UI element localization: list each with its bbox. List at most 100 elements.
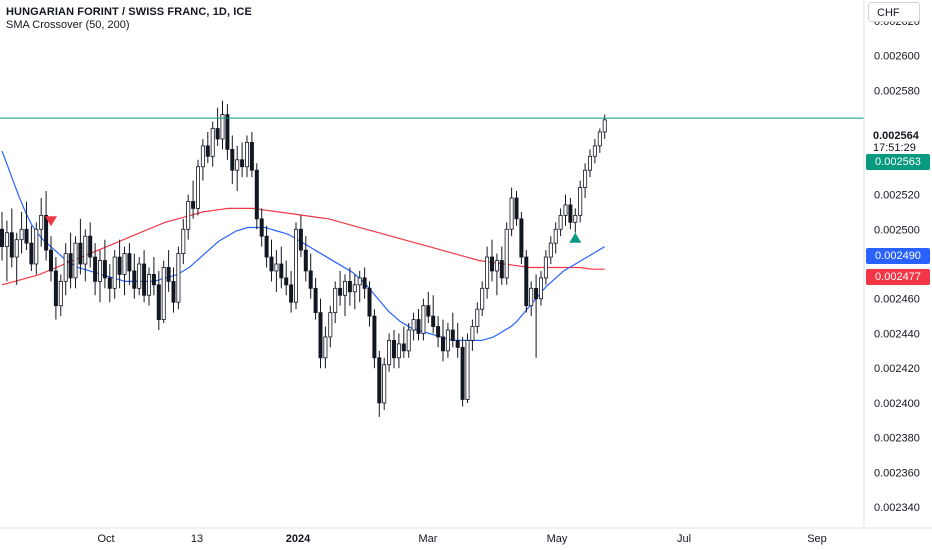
candle-up (328, 305, 333, 348)
candle-body (49, 249, 54, 272)
candle-up (293, 222, 298, 310)
candle-body (24, 228, 29, 244)
time-tick-label: 13 (191, 533, 203, 545)
candle-down (132, 253, 137, 299)
candle-body (568, 204, 573, 223)
candle-up (465, 333, 470, 403)
time-tick-label: Oct (97, 533, 114, 545)
sell-marker (45, 216, 57, 227)
price-tick-label: 0.002420 (874, 363, 920, 375)
candle-down (249, 132, 254, 178)
candle-up (470, 319, 475, 351)
time-tick-label: Mar (419, 533, 438, 545)
candle-up (421, 298, 426, 341)
candle-up (342, 274, 347, 317)
candle-body (450, 329, 455, 341)
price-tick-label: 0.002360 (874, 467, 920, 479)
candle-down (259, 208, 264, 247)
candle-down (338, 270, 343, 306)
currency-button[interactable]: CHF (868, 2, 920, 22)
candle-body (333, 287, 338, 314)
candle-body (440, 336, 445, 352)
candle-up (504, 222, 509, 285)
candle-down (127, 243, 132, 285)
candle-down (269, 239, 274, 282)
candle-down (568, 198, 573, 230)
candle-down (401, 326, 406, 358)
indicator-label[interactable]: SMA Crossover (50, 200) (6, 19, 130, 31)
candle-body (416, 319, 421, 334)
candle-down (524, 250, 529, 313)
candle-body (455, 340, 460, 348)
symbol-title: HUNGARIAN FORINT / SWISS FRANC, 1D, ICE (6, 6, 252, 18)
candle-up (98, 250, 103, 303)
candle-body (543, 256, 548, 279)
price-tick-label: 0.002440 (874, 328, 920, 340)
candle-body (303, 249, 308, 272)
candle-up (333, 281, 338, 324)
time-tick-label: 2024 (286, 533, 311, 545)
candle-up (548, 236, 553, 264)
candle-body (58, 280, 63, 307)
candle-body (137, 263, 142, 289)
candle-body (563, 204, 568, 216)
candle-up (200, 138, 205, 181)
candle-body (166, 267, 171, 282)
candle-up (352, 274, 357, 310)
candle-body (352, 284, 357, 293)
candle-body (254, 169, 259, 220)
candle-body (401, 343, 406, 352)
candle-body (181, 228, 186, 254)
candle-body (558, 214, 563, 230)
candle-up (578, 180, 583, 223)
candle-up (529, 281, 534, 317)
candle-body (475, 308, 480, 327)
crossover-markers (45, 216, 582, 243)
candle-up (73, 236, 78, 289)
candle-up (19, 211, 24, 254)
candle-up (553, 222, 558, 254)
candle-down (514, 191, 519, 226)
candle-body (53, 270, 58, 307)
candle-body (289, 284, 294, 303)
candle-body (372, 315, 377, 359)
candlestick-series (0, 100, 607, 417)
candle-body (230, 148, 235, 171)
candle-body (220, 114, 225, 140)
candle-body (249, 142, 254, 171)
candle-up (543, 250, 548, 285)
candle-up (494, 253, 499, 296)
candle-body (195, 166, 200, 209)
candle-body (357, 277, 362, 286)
candle-body (573, 214, 578, 223)
candle-up (509, 187, 514, 237)
price-tick-label: 0.002600 (874, 51, 920, 63)
candle-up (445, 323, 450, 358)
candle-body (509, 197, 514, 230)
candle-up (396, 333, 401, 369)
candle-body (338, 287, 343, 296)
candle-body (391, 340, 396, 359)
candle-down (264, 225, 269, 268)
candle-body (279, 263, 284, 279)
candle-down (362, 267, 367, 299)
candle-body (244, 142, 249, 168)
sma50-price-tag: 0.002490 (866, 248, 930, 264)
candle-down (377, 350, 382, 417)
current-price-tag: 0.002563 (866, 154, 930, 170)
time-axis[interactable]: Oct 13 2024 Mar May Jul Sep (97, 533, 826, 545)
candle-body (342, 280, 347, 296)
candle-body (29, 242, 34, 265)
candle-body (539, 277, 544, 300)
price-tick-label: 0.002340 (874, 502, 920, 514)
candle-down (166, 250, 171, 292)
candle-up (220, 100, 225, 150)
candle-down (313, 277, 318, 320)
candle-down (519, 211, 524, 264)
candle-body (597, 131, 602, 147)
candle-body (298, 228, 303, 251)
candle-down (107, 264, 112, 303)
time-tick-label: Sep (807, 533, 827, 545)
candle-down (205, 132, 210, 164)
